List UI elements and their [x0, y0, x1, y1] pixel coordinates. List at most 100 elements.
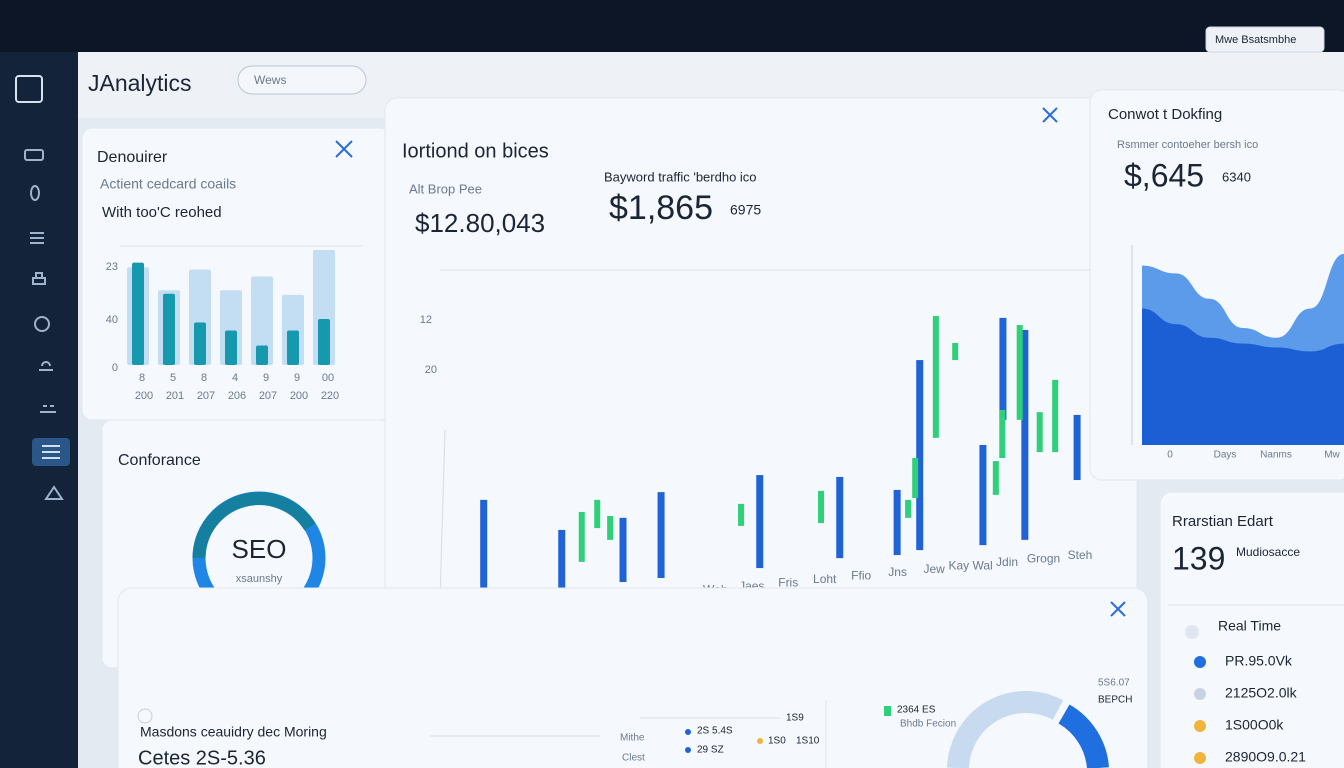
metric-delta: 6340 [1222, 169, 1251, 184]
range-bar [818, 490, 825, 524]
range-bar [619, 517, 627, 583]
close-icon[interactable] [335, 140, 353, 158]
x-tick-label: 9 [263, 372, 269, 384]
bar [251, 276, 273, 365]
list-title: Real Time [1218, 618, 1281, 634]
range-bar [1052, 379, 1059, 453]
range-bar [594, 499, 601, 529]
range-bar [893, 489, 901, 556]
range-bar [916, 360, 924, 551]
close-icon[interactable] [1110, 601, 1126, 617]
x-tick-label: 200 [290, 390, 308, 402]
status-dot [1194, 720, 1206, 732]
nav-icon[interactable] [32, 272, 46, 285]
list: PR.95.0Vk 2125O2.0lk 1S00O0k 2890O9.0.21 [1194, 653, 1306, 765]
metric-value: $1,865 [609, 189, 713, 227]
nav-icon[interactable] [39, 361, 53, 371]
card-title: Iortiond on bices [402, 140, 549, 162]
sidebar-icons [24, 149, 64, 500]
nav-icon[interactable] [24, 149, 44, 161]
status-dot [1185, 625, 1199, 639]
legend-label: BEPCH [1098, 695, 1132, 706]
range-bar [912, 458, 919, 499]
icon [137, 708, 153, 724]
legend-label: 1S0 [768, 736, 786, 747]
card [1159, 491, 1344, 768]
list-item: PR.95.0Vk [1225, 653, 1293, 669]
donut-center: SEO [232, 534, 287, 564]
x-tick-label: Mw [1324, 450, 1340, 461]
legend-label: 2364 ES [897, 705, 936, 716]
x-tick-label: Steh [1068, 548, 1093, 562]
metric-label: Alt Brop Pee [409, 181, 482, 196]
legend-label: Clest [622, 753, 645, 764]
x-tick-label: 220 [321, 390, 339, 402]
search-box[interactable] [237, 65, 367, 95]
range-bar [1073, 414, 1081, 481]
range-bar [480, 499, 488, 596]
legend-dot [685, 747, 691, 753]
donut-segment [947, 690, 1064, 768]
close-icon[interactable] [1042, 107, 1058, 123]
x-tick-label: 5 [170, 372, 176, 384]
status-dot [1194, 656, 1206, 668]
card [117, 587, 1149, 768]
donut-segment [1058, 704, 1109, 768]
x-tick-label: Days [1214, 450, 1237, 461]
metric-label: Bayword traffic 'berdho ico [604, 169, 757, 184]
card-note: With too'C reohed [102, 204, 222, 221]
range-bar [932, 316, 939, 438]
badge[interactable] [1205, 26, 1325, 53]
nav-icon[interactable] [30, 185, 40, 201]
app-title: JAnalytics [88, 70, 192, 96]
range-bar [979, 445, 987, 546]
x-tick-label: 200 [135, 390, 153, 402]
x-tick-label: 8 [201, 372, 207, 384]
donut-segment [192, 492, 316, 559]
badge-text: Mwe Bsatsmbhe [1215, 34, 1296, 46]
app-icon[interactable] [15, 75, 43, 103]
bar [256, 345, 268, 365]
legend-label: 1S10 [796, 736, 820, 747]
x-tick-label: 207 [197, 390, 215, 402]
x-tick-label: 201 [166, 390, 184, 402]
nav-icon[interactable] [44, 485, 64, 500]
legend-label: 29 SZ [697, 745, 724, 756]
x-tick-label: Jns [888, 565, 907, 579]
nav-icon[interactable] [40, 405, 56, 413]
y-axis-label: 20 [425, 364, 437, 376]
x-tick-label: Kay Wal [948, 558, 992, 572]
card-subtitle: Actient cedcard coails [100, 176, 236, 192]
x-tick-label: 9 [294, 372, 300, 384]
legend-dot [757, 738, 763, 744]
range-bar [578, 511, 585, 562]
bar-chart: 23 40 0 8 5 8 4 9 9 00 200 201 207 206 207 200 220 [106, 250, 339, 402]
x-tick-label: 206 [228, 390, 246, 402]
list-item: 2890O9.0.21 [1225, 749, 1306, 765]
y-axis-label: 12 [420, 314, 432, 326]
list-item: 2125O2.0lk [1225, 685, 1298, 701]
nav-icon[interactable] [30, 232, 44, 244]
x-tick-label: 207 [259, 390, 277, 402]
area [1142, 308, 1344, 445]
y-axis-label: 23 [106, 261, 118, 273]
range-bar [1036, 412, 1043, 453]
range-bar [1021, 329, 1029, 540]
card-title: Conwot t Dokfing [1108, 106, 1222, 123]
x-tick-label: 00 [322, 372, 334, 384]
legend-label: Mithe [620, 733, 645, 744]
metric-delta: 6975 [730, 202, 761, 218]
range-bar [905, 499, 912, 518]
nav-icon[interactable] [42, 445, 60, 459]
bar [132, 262, 144, 365]
range-bar [558, 529, 566, 588]
bar [194, 322, 206, 365]
metric-value: $,645 [1124, 157, 1204, 193]
nav-icon[interactable] [34, 316, 50, 332]
legend-dot [685, 729, 691, 735]
legend-label: 5S6.07 [1098, 678, 1130, 689]
range-bar [738, 503, 745, 526]
x-tick-label: 4 [232, 372, 238, 384]
